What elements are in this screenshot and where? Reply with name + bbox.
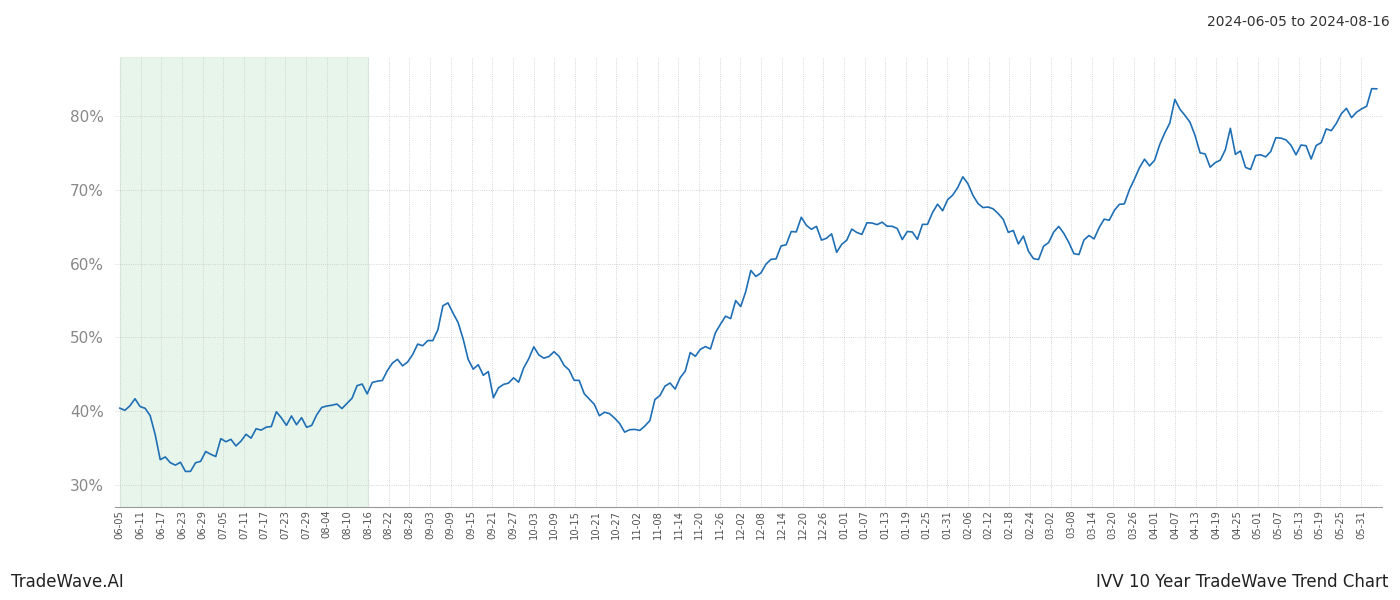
Text: 2024-06-05 to 2024-08-16: 2024-06-05 to 2024-08-16 [1207,15,1390,29]
Text: TradeWave.AI: TradeWave.AI [11,573,125,591]
Bar [120,57,368,507]
Text: IVV 10 Year TradeWave Trend Chart: IVV 10 Year TradeWave Trend Chart [1096,573,1389,591]
